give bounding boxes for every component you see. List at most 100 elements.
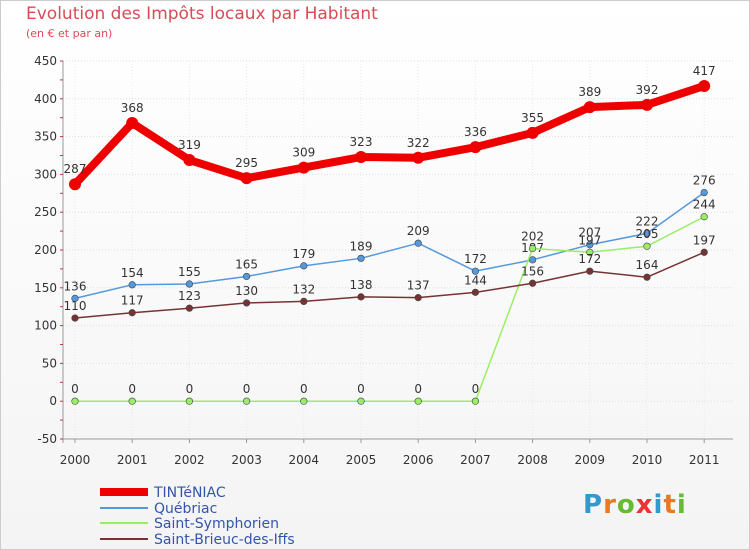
data-label: 138 xyxy=(350,278,373,292)
data-label: 244 xyxy=(693,198,716,212)
y-tick-label: 250 xyxy=(34,205,57,219)
data-label: 309 xyxy=(292,146,315,160)
y-tick-label: 100 xyxy=(34,319,57,333)
data-label: 319 xyxy=(178,138,201,152)
data-point xyxy=(300,262,308,270)
x-tick-label: 2009 xyxy=(575,453,606,467)
data-label: 222 xyxy=(636,214,659,228)
y-tick-label: 150 xyxy=(34,281,57,295)
data-label: 164 xyxy=(636,258,659,272)
data-label: 189 xyxy=(350,239,373,253)
x-tick-label: 2002 xyxy=(174,453,205,467)
data-label: 110 xyxy=(64,299,87,313)
legend-label: Saint-Brieuc-des-Iffs xyxy=(154,532,295,548)
legend-label: TINTéNIAC xyxy=(153,485,226,501)
x-tick-label: 2007 xyxy=(460,453,491,467)
data-label: 276 xyxy=(693,174,716,188)
data-point xyxy=(126,116,139,129)
data-point xyxy=(414,294,422,302)
logo-letter: i xyxy=(653,490,664,520)
proxiti-logo: Proxiti xyxy=(583,490,687,520)
data-point xyxy=(700,213,708,221)
data-point xyxy=(355,151,367,164)
data-label: 0 xyxy=(357,382,365,396)
data-point xyxy=(243,272,251,281)
legend-label: Saint-Symphorien xyxy=(154,516,279,532)
x-tick-label: 2011 xyxy=(689,453,720,467)
logo-letter: x xyxy=(635,490,654,520)
data-point xyxy=(128,281,136,289)
data-label: 0 xyxy=(128,382,136,396)
x-tick-label: 2005 xyxy=(346,453,377,467)
y-tick-label: 200 xyxy=(34,243,57,257)
data-label: 0 xyxy=(243,382,251,396)
data-point xyxy=(185,304,193,312)
data-point xyxy=(71,397,79,405)
data-point xyxy=(71,314,79,322)
data-label: 0 xyxy=(300,382,308,396)
data-point xyxy=(586,267,594,275)
data-point xyxy=(128,309,136,317)
data-point xyxy=(300,297,308,306)
data-point xyxy=(297,161,310,174)
data-label: 336 xyxy=(464,125,487,139)
data-point xyxy=(185,397,193,405)
logo-letter: o xyxy=(616,490,636,520)
y-tick-label: -50 xyxy=(37,432,57,446)
logo-letter: r xyxy=(603,490,617,520)
data-point xyxy=(471,397,480,405)
data-label: 137 xyxy=(407,279,430,293)
x-tick-label: 2006 xyxy=(403,453,434,467)
data-point xyxy=(586,241,594,249)
data-point xyxy=(471,288,480,296)
data-point xyxy=(414,397,422,405)
data-point xyxy=(643,273,651,281)
x-tick-label: 2004 xyxy=(289,453,320,467)
data-label: 389 xyxy=(578,85,601,99)
data-label: 209 xyxy=(407,224,430,238)
data-point xyxy=(700,188,708,197)
data-label: 0 xyxy=(186,382,194,396)
data-label: 144 xyxy=(464,273,487,287)
x-tick-label: 2001 xyxy=(117,453,148,467)
data-point xyxy=(700,248,708,256)
data-point xyxy=(412,151,425,164)
data-label: 0 xyxy=(71,382,79,396)
data-point xyxy=(641,98,653,111)
data-label: 322 xyxy=(407,136,430,150)
data-point xyxy=(69,178,81,191)
data-label: 392 xyxy=(636,83,659,97)
data-label: 197 xyxy=(578,233,601,247)
legend-label: Québriac xyxy=(154,501,217,517)
data-label: 207 xyxy=(578,226,601,240)
data-point xyxy=(526,126,539,139)
data-label: 287 xyxy=(64,162,87,176)
data-point xyxy=(183,154,196,167)
chart-subtitle: (en € et par an) xyxy=(26,27,113,40)
data-point xyxy=(583,101,596,114)
data-label: 0 xyxy=(414,382,422,396)
data-label: 202 xyxy=(521,229,544,243)
data-label: 165 xyxy=(235,257,258,271)
data-point xyxy=(471,267,480,275)
data-label: 132 xyxy=(292,282,315,296)
data-point xyxy=(357,397,365,405)
y-tick-label: 300 xyxy=(34,167,57,181)
data-label: 295 xyxy=(235,156,258,170)
data-point xyxy=(469,141,482,154)
data-point xyxy=(528,279,537,287)
data-label: 155 xyxy=(178,265,201,279)
data-label: 172 xyxy=(464,252,487,266)
data-point xyxy=(698,79,711,92)
data-label: 179 xyxy=(292,247,315,261)
data-label: 156 xyxy=(521,264,544,278)
logo-letter: t xyxy=(663,490,677,520)
y-tick-label: 0 xyxy=(49,394,57,408)
x-tick-label: 2010 xyxy=(632,453,663,467)
logo-letter: P xyxy=(583,490,604,520)
data-label: 323 xyxy=(350,135,373,149)
data-point xyxy=(643,242,651,250)
x-tick-label: 2000 xyxy=(60,453,91,467)
data-point xyxy=(243,299,251,307)
data-label: 0 xyxy=(472,382,480,396)
